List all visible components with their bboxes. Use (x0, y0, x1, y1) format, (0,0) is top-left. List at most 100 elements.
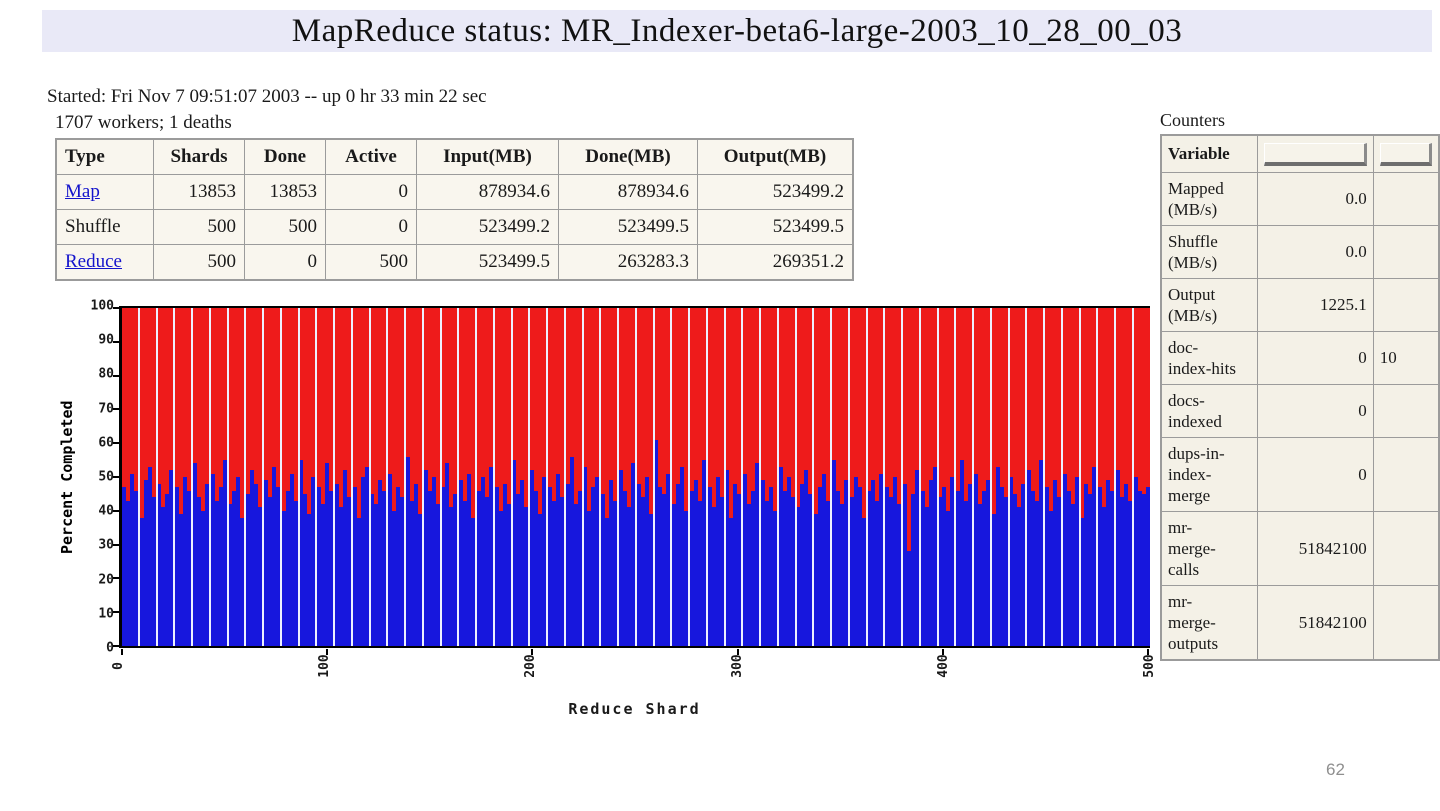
shard-bar (778, 308, 783, 646)
bar-group-gap (954, 308, 957, 646)
shard-bar (932, 308, 937, 646)
progress-table-body: Map 13853 13853 0 878934.6 878934.6 523499.2 Sh… (55, 174, 854, 281)
shard-bar (725, 308, 730, 646)
counter-value: 1225.1 (1257, 278, 1374, 332)
shard-bar (423, 308, 428, 646)
shard-bar (577, 308, 582, 646)
shard-bar (879, 308, 884, 646)
bar-group-gap (315, 308, 318, 646)
shard-bar (204, 308, 209, 646)
bar-group-gap (581, 308, 584, 646)
bar-group-gap (1060, 308, 1063, 646)
bar-group-gap (723, 308, 726, 646)
shard-bar (1127, 308, 1132, 646)
shard-bar (488, 308, 493, 646)
counter-row: mr- merge- outputs 51842100 (1160, 585, 1440, 661)
shard-bar (484, 308, 489, 646)
y-tick-mark (113, 476, 119, 478)
counter-row: mr- merge- calls 51842100 (1160, 511, 1440, 586)
shard-bar (431, 308, 436, 646)
progress-table-header-row: Type Shards Done Active Input(MB) Done(M… (55, 138, 854, 175)
shard-bar (285, 308, 290, 646)
bar-group-gap (918, 308, 921, 646)
shard-bar (946, 308, 951, 646)
shard-bar (214, 308, 219, 646)
shard-bar (169, 308, 174, 646)
shard-bar (906, 308, 911, 646)
shard-bar (889, 308, 894, 646)
shard-bar (471, 308, 475, 646)
y-tick-label: 10 (98, 606, 114, 622)
y-tick-label: 0 (106, 640, 114, 656)
shard-bar (875, 308, 880, 646)
bar-group-gap (670, 308, 673, 646)
shard-bar (1123, 308, 1128, 646)
shard-bar (1027, 308, 1032, 646)
bar-group-gap (989, 308, 992, 646)
bar-group-gap (546, 308, 548, 646)
shard-bar (125, 308, 130, 646)
bars-container (122, 308, 1150, 646)
shard-bar (179, 308, 184, 646)
cell-shards: 13853 (153, 174, 245, 210)
counter-value: 0.0 (1257, 172, 1374, 226)
bar-group-gap (191, 308, 193, 646)
shard-bar (480, 308, 485, 646)
slide-page-number: 62 (1326, 760, 1345, 779)
counters-col-header-variable: Variable (1160, 134, 1259, 173)
counter-name: Output (MB/s) (1160, 278, 1259, 332)
y-tick-mark (113, 374, 119, 377)
shard-bar (755, 308, 759, 646)
counter-value: 0 (1257, 437, 1374, 512)
shard-bar (1098, 308, 1103, 646)
shard-bar (697, 308, 702, 646)
shard-bar (903, 308, 907, 646)
bar-group-gap (1007, 308, 1010, 646)
cell-done_mb: 263283.3 (558, 244, 698, 281)
bar-group-gap (439, 308, 442, 646)
shard-bar (826, 308, 830, 646)
y-tick-label: 90 (98, 332, 114, 348)
shard-bar (658, 308, 663, 646)
shard-bar (520, 308, 525, 646)
map-link[interactable]: Map (65, 181, 100, 202)
shard-bar (853, 308, 858, 646)
shard-bar (942, 308, 947, 646)
shard-bar (303, 308, 308, 646)
y-tick-mark (113, 408, 119, 411)
shard-bar (701, 308, 706, 646)
bar-group-gap (137, 308, 140, 646)
bar-group-gap (421, 308, 424, 646)
shard-bar (1080, 308, 1085, 646)
shard-bar (388, 308, 393, 646)
cell-done_mb: 523499.5 (558, 209, 698, 245)
counter-name: docs- indexed (1160, 384, 1259, 438)
bar-group-gap (741, 308, 744, 646)
shard-bar (648, 308, 653, 646)
x-tick-label: 400 (935, 654, 951, 678)
bar-group-gap (776, 308, 779, 646)
shard-bar (374, 308, 379, 646)
bar-group-gap (688, 308, 690, 646)
shard-bar (193, 308, 197, 646)
shard-bar (378, 308, 383, 646)
shard-bar (165, 308, 170, 646)
shard-bar (995, 308, 1000, 646)
shard-bar (530, 308, 535, 646)
reduce-link[interactable]: Reduce (65, 251, 122, 272)
bar-group-gap (705, 308, 708, 646)
shard-bar (555, 308, 560, 646)
shard-bar (435, 308, 440, 646)
shard-bar (236, 308, 241, 646)
bar-group-gap (883, 308, 886, 646)
shard-bar (151, 308, 156, 646)
shard-bar (516, 308, 521, 646)
bar-group-gap (244, 308, 247, 646)
shard-bar (417, 308, 422, 646)
cell-active: 0 (325, 174, 417, 210)
shard-bar (494, 308, 499, 646)
shard-bar (867, 308, 872, 646)
shard-bar (406, 308, 410, 646)
shard-bar (857, 308, 862, 646)
y-tick-mark (113, 645, 119, 647)
